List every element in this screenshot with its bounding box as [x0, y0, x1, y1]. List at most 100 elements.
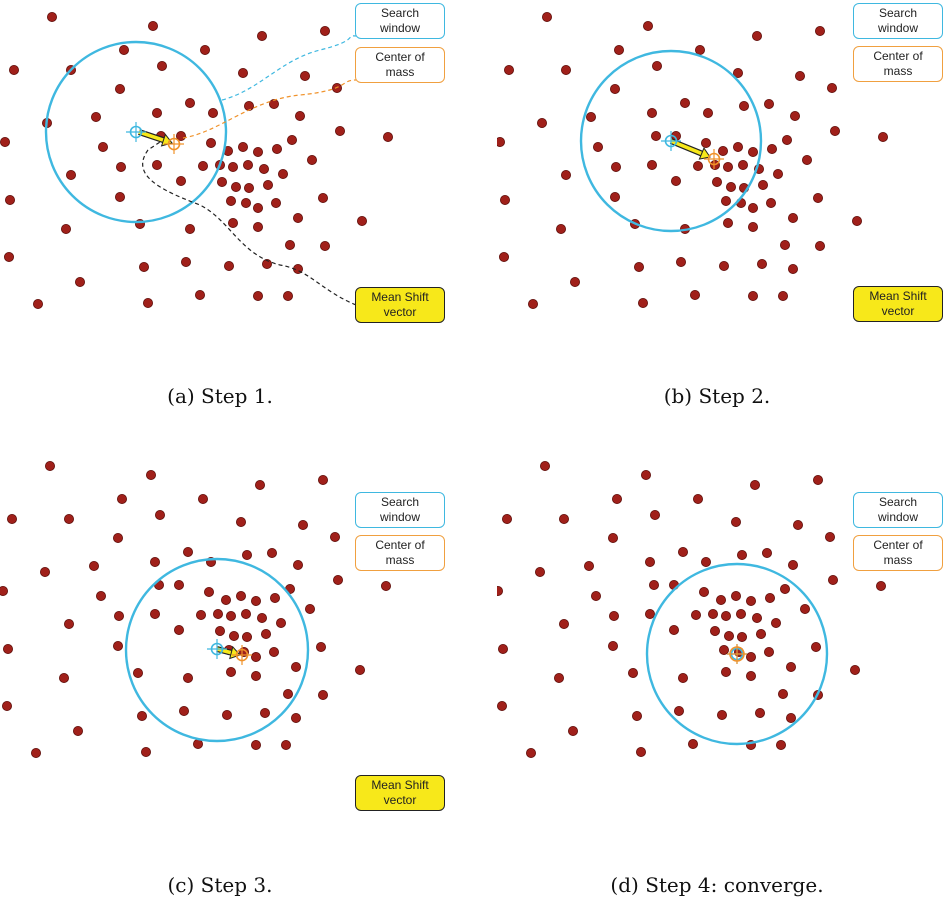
data-point — [277, 168, 288, 179]
data-point — [814, 240, 825, 251]
data-point — [777, 290, 788, 301]
data-point — [241, 550, 252, 561]
data-point — [711, 176, 722, 187]
center-of-mass-marker — [232, 645, 252, 665]
data-point — [730, 590, 741, 601]
data-point — [747, 202, 758, 213]
data-point — [260, 628, 271, 639]
data-point — [700, 137, 711, 148]
data-point — [730, 517, 741, 528]
data-point — [651, 61, 662, 72]
data-point — [75, 276, 86, 287]
data-point — [282, 290, 293, 301]
data-point — [329, 532, 340, 543]
data-point — [779, 583, 790, 594]
data-point — [561, 169, 572, 180]
data-point — [644, 608, 655, 619]
data-point — [237, 68, 248, 79]
data-point — [497, 700, 507, 711]
data-point — [799, 603, 810, 614]
data-point — [720, 195, 731, 206]
data-point — [715, 594, 726, 605]
data-point — [151, 108, 162, 119]
data-point — [875, 580, 886, 591]
data-points — [497, 460, 886, 758]
data-point — [252, 202, 263, 213]
data-point — [113, 533, 124, 544]
data-point — [702, 108, 713, 119]
data-point — [593, 141, 604, 152]
data-points — [0, 460, 391, 758]
data-point — [502, 514, 512, 525]
data-point — [96, 590, 107, 601]
data-point — [250, 595, 261, 606]
data-point — [184, 223, 195, 234]
data-point — [240, 608, 251, 619]
data-point — [725, 181, 736, 192]
data-point — [145, 469, 156, 480]
search-window-circle — [124, 557, 310, 743]
data-point — [646, 159, 657, 170]
caption-step-3: (c) Step 3. — [167, 873, 273, 897]
data-point — [612, 494, 623, 505]
data-point — [814, 25, 825, 36]
data-point — [648, 579, 659, 590]
data-point — [252, 290, 263, 301]
data-point — [720, 666, 731, 677]
data-point — [570, 276, 581, 287]
center-of-mass-marker — [164, 134, 184, 154]
data-point — [261, 258, 272, 269]
data-point — [262, 179, 273, 190]
data-point — [195, 609, 206, 620]
data-point — [747, 221, 758, 232]
data-point — [755, 628, 766, 639]
data-point — [47, 11, 58, 22]
legend-mean-shift-vector: Mean Shift vector — [355, 775, 445, 811]
scatter-step-4 — [497, 460, 886, 758]
data-point — [849, 664, 860, 675]
data-point — [184, 98, 195, 109]
data-point — [611, 161, 622, 172]
data-point — [781, 134, 792, 145]
data-point — [7, 514, 17, 525]
data-point — [700, 557, 711, 568]
data-point — [197, 160, 208, 171]
data-point — [297, 520, 308, 531]
data-point — [761, 548, 772, 559]
data-point — [649, 510, 660, 521]
data-point — [718, 644, 729, 655]
data-point — [182, 672, 193, 683]
data-point — [173, 579, 184, 590]
legend-search-window: Search window — [853, 492, 943, 528]
panel-step-1: Search window Center of mass Mean Shift … — [0, 0, 473, 449]
data-point — [119, 45, 130, 56]
data-point — [637, 297, 648, 308]
data-point — [235, 590, 246, 601]
data-point — [610, 84, 621, 95]
data-point — [591, 590, 602, 601]
data-point — [525, 747, 536, 758]
data-point — [240, 197, 251, 208]
data-point — [810, 641, 821, 652]
data-point — [197, 494, 208, 505]
data-point — [8, 65, 19, 76]
data-point — [766, 143, 777, 154]
caption-step-4: (d) Step 4: converge. — [610, 873, 824, 897]
data-point — [763, 646, 774, 657]
panel-step-2: Search window Center of mass Mean Shift … — [497, 0, 946, 449]
scatter-step-1 — [0, 11, 393, 309]
data-point — [256, 30, 267, 41]
data-point — [132, 667, 143, 678]
data-point — [679, 98, 690, 109]
data-point — [777, 688, 788, 699]
data-point — [765, 197, 776, 208]
data-point — [203, 586, 214, 597]
data-point — [306, 154, 317, 165]
data-point — [225, 610, 236, 621]
data-points — [0, 11, 393, 309]
data-point — [751, 612, 762, 623]
data-point — [243, 182, 254, 193]
data-point — [851, 215, 862, 226]
data-point — [499, 251, 509, 262]
data-point — [73, 725, 84, 736]
